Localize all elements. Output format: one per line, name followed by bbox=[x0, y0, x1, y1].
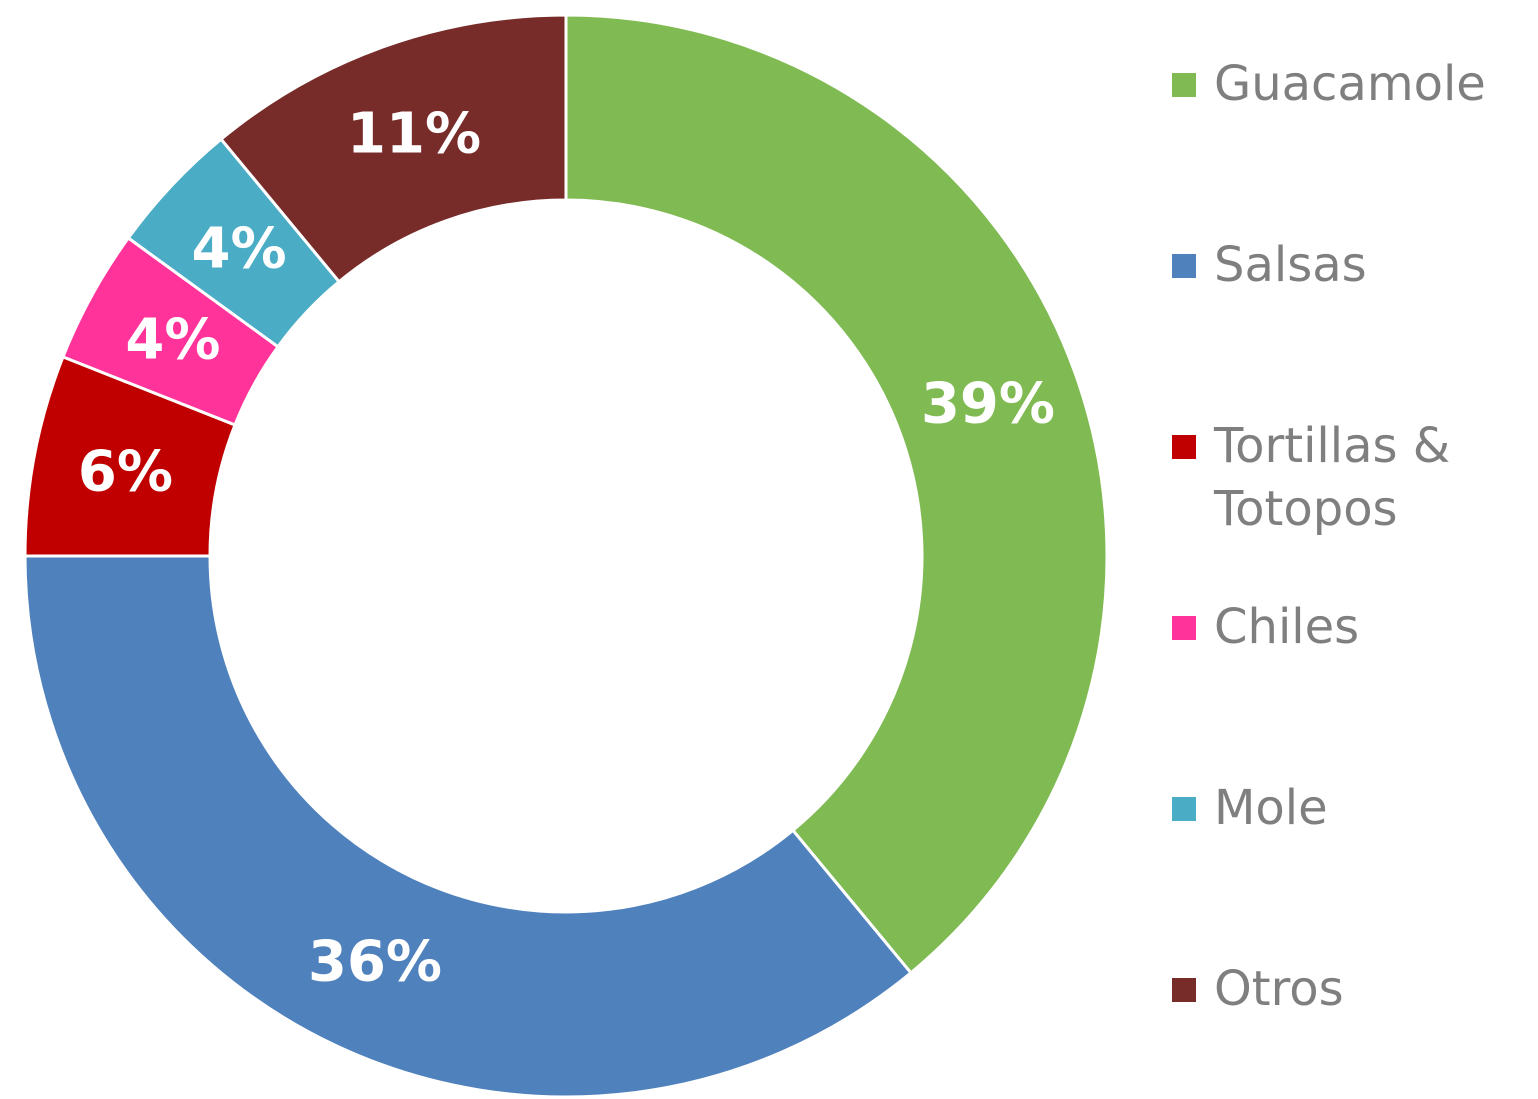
data-label: 36% bbox=[308, 929, 442, 994]
donut-slice bbox=[219, 13, 568, 284]
legend-swatch bbox=[1172, 616, 1196, 640]
data-label: 39% bbox=[921, 372, 1055, 437]
legend-item: Salsas bbox=[1172, 234, 1512, 297]
legend-label: Mole bbox=[1214, 780, 1328, 836]
legend-item: Otros bbox=[1172, 958, 1512, 1021]
legend-label: Chiles bbox=[1214, 599, 1360, 655]
legend-swatch bbox=[1172, 978, 1196, 1002]
legend-swatch bbox=[1172, 254, 1196, 278]
legend-swatch bbox=[1172, 435, 1196, 459]
legend-swatch bbox=[1172, 73, 1196, 97]
legend-label: Salsas bbox=[1214, 237, 1367, 293]
legend-label: Tortillas & Totopos bbox=[1214, 418, 1451, 537]
legend-item: Mole bbox=[1172, 777, 1512, 840]
legend-item: Guacamole bbox=[1172, 53, 1512, 116]
donut-slice bbox=[23, 554, 913, 1099]
legend-item: Tortillas & Totopos bbox=[1172, 415, 1512, 541]
data-label: 6% bbox=[78, 439, 173, 504]
legend-swatch bbox=[1172, 797, 1196, 821]
data-label: 4% bbox=[125, 307, 220, 372]
legend-label: Otros bbox=[1214, 961, 1344, 1017]
legend-label: Guacamole bbox=[1214, 56, 1486, 112]
legend-item: Chiles bbox=[1172, 596, 1512, 659]
data-label: 11% bbox=[347, 102, 481, 167]
data-label: 4% bbox=[192, 216, 287, 281]
donut-slice bbox=[564, 13, 1109, 975]
